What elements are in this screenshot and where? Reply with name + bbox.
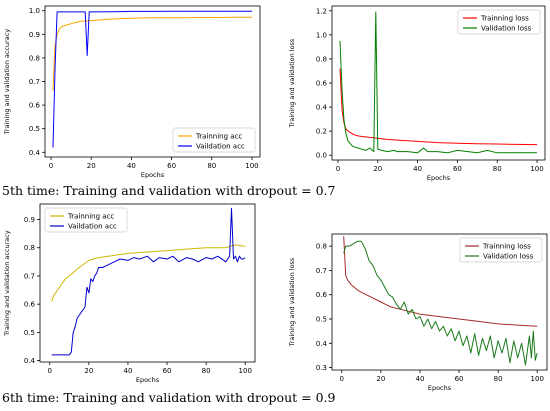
chart-accuracy-dropout-09: 0 20 40 60 80 100 0.4 0.5 0.6 0.7 0.8 0.9 Epochs Trai…: [0, 200, 265, 390]
y-tick-label: 0.2: [316, 128, 327, 136]
x-tick-label: 80: [493, 165, 502, 173]
y-tick-label: 0.5: [316, 316, 327, 324]
x-tick-label: 0: [336, 165, 340, 173]
plot-frame: [331, 233, 548, 371]
series-line-0: [343, 236, 538, 327]
legend: Trainning loss Validation loss: [457, 9, 541, 35]
x-tick-label: 100: [239, 367, 252, 375]
caption-dropout-07: 5th time: Training and validation with d…: [2, 183, 336, 198]
chart-svg: 0 20 40 60 80 100 0.4 0.5 0.6 0.7 0.8 0.9 1.0 Epochs T…: [3, 5, 261, 179]
y-tick-label: 1.0: [316, 31, 327, 39]
legend-box: [457, 9, 541, 35]
x-tick-label: 100: [530, 165, 543, 173]
x-tick-label: 100: [245, 162, 258, 170]
x-axis-label: Epochs: [428, 384, 452, 392]
chart-loss-dropout-07: 0 20 40 60 80 100 0.0 0.2 0.4 0.6 0.8 1.0 1.2 Epochs T…: [285, 0, 550, 182]
legend-label: Vaildation acc: [68, 223, 117, 231]
y-tick-label: 0.6: [29, 102, 41, 110]
y-tick-label: 0.6: [316, 291, 328, 299]
series-line-1: [52, 10, 252, 148]
series-line-1: [51, 207, 246, 356]
x-tick-label: 40: [413, 165, 422, 173]
y-axis-label: Training and validation accuracy: [3, 230, 11, 337]
x-tick-label: 0: [49, 162, 53, 170]
series-line-0: [339, 68, 538, 146]
caption-dropout-09: 6th time: Training and validation with d…: [2, 390, 336, 405]
x-tick-label: 40: [415, 375, 424, 383]
y-tick-label: 1.2: [316, 7, 327, 15]
x-tick-label: 20: [373, 165, 382, 173]
y-tick-label: 0.8: [29, 54, 40, 62]
x-tick-label: 60: [455, 375, 464, 383]
x-axis-label: Epochs: [427, 174, 451, 182]
legend: Trainning acc Vaildation acc: [44, 207, 128, 233]
x-tick-label: 40: [127, 162, 136, 170]
x-tick-label: 60: [453, 165, 462, 173]
legend-label: Validation loss: [481, 25, 532, 33]
chart-loss-dropout-09: 0 20 40 60 80 100 0.3 0.4 0.5 0.6 0.7 0.8 Epochs Trai…: [285, 200, 550, 392]
chart-accuracy-dropout-07: 0 20 40 60 80 100 0.4 0.5 0.6 0.7 0.8 0.9 1.0 Epochs T…: [0, 0, 265, 180]
y-tick-label: 0.6: [24, 301, 36, 309]
y-tick-label: 0.7: [316, 267, 327, 275]
chart-svg: 0 20 40 60 80 100 0.0 0.2 0.4 0.6 0.8 1.0 1.2 Epochs T…: [288, 5, 546, 182]
y-tick-label: 0.4: [24, 357, 36, 365]
y-tick-label: 0.4: [29, 149, 41, 157]
y-tick-label: 0.9: [29, 31, 40, 39]
chart-svg: 0 20 40 60 80 100 0.4 0.5 0.6 0.7 0.8 0.9 Epochs Trai…: [3, 203, 256, 384]
y-tick-label: 0.7: [24, 272, 35, 280]
legend-label: Trainning loss: [482, 243, 531, 251]
x-axis-label: Epochs: [136, 376, 160, 384]
y-tick-label: 0.5: [24, 329, 35, 337]
y-tick-label: 0.5: [29, 125, 40, 133]
y-tick-label: 0.7: [29, 78, 40, 86]
legend: Trainning loss Validation loss: [459, 237, 543, 263]
series-line-0: [51, 244, 246, 302]
x-tick-label: 20: [87, 162, 96, 170]
legend-box: [459, 237, 543, 263]
series-line-1: [343, 240, 538, 366]
y-tick-label: 0.4: [316, 104, 328, 112]
legend-box: [44, 207, 128, 233]
x-tick-label: 0: [48, 367, 52, 375]
chart-svg: 0 20 40 60 80 100 0.3 0.4 0.5 0.6 0.7 0.8 Epochs Trai…: [288, 233, 548, 392]
legend: Trainning acc Vaildation acc: [172, 127, 256, 153]
y-tick-label: 0.6: [316, 80, 328, 88]
legend-label: Trainning acc: [67, 213, 114, 221]
x-tick-label: 40: [123, 367, 132, 375]
legend-label: Validation loss: [483, 253, 534, 261]
series-line-1: [339, 11, 537, 154]
x-tick-label: 80: [494, 375, 503, 383]
y-tick-label: 1.0: [29, 7, 40, 15]
x-tick-label: 20: [376, 375, 385, 383]
y-axis-label: Training and validation loss: [288, 38, 296, 128]
x-tick-label: 60: [167, 162, 176, 170]
x-tick-label: 0: [340, 375, 344, 383]
legend-label: Vaildation acc: [196, 143, 245, 151]
y-axis-label: Training and validation loss: [288, 257, 296, 347]
legend-label: Trainning loss: [480, 15, 529, 23]
y-tick-label: 0.8: [316, 243, 327, 251]
x-tick-label: 20: [84, 367, 93, 375]
series-line-0: [52, 16, 252, 91]
legend-box: [172, 127, 256, 153]
plot-frame: [39, 203, 256, 363]
y-tick-label: 0.8: [316, 55, 327, 63]
x-tick-label: 80: [202, 367, 211, 375]
x-tick-label: 80: [207, 162, 216, 170]
legend-label: Trainning acc: [195, 133, 242, 141]
y-tick-label: 0.8: [24, 244, 35, 252]
y-tick-label: 0.9: [24, 216, 35, 224]
x-axis-label: Epochs: [141, 171, 165, 179]
y-tick-label: 0.3: [316, 364, 327, 372]
x-tick-label: 100: [531, 375, 544, 383]
y-tick-label: 0.0: [316, 152, 327, 160]
y-axis-label: Training and validation accuracy: [3, 29, 11, 136]
x-tick-label: 60: [163, 367, 172, 375]
y-tick-label: 0.4: [316, 340, 328, 348]
